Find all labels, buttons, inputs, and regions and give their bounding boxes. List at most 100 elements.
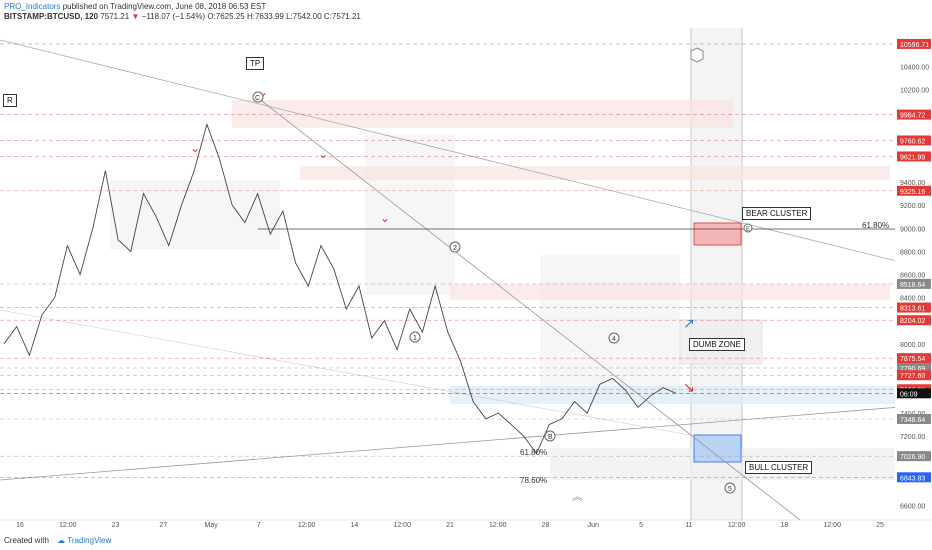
price-label-box [897,278,931,289]
bear-arrow-icon: ⌄ [190,141,200,155]
x-tick-label: Jun [588,522,599,529]
wave-e-label: E [746,227,750,233]
price-label: 7026.90 [900,454,925,461]
price-label: 8204.02 [900,318,925,325]
double-up-icon: ︽ [572,490,583,503]
tradingview-brand[interactable]: TradingView [67,536,112,545]
wave-4-label: 4 [612,336,616,343]
wave-5-marker [724,482,736,494]
price-label: 7727.60 [900,373,925,380]
x-tick-label: 5 [639,522,643,529]
zone [110,180,280,250]
zone-red-low [450,284,890,300]
y-tick-label: 9400.00 [900,180,925,187]
publish-info: published on TradingView.com, June 08, 2… [62,2,267,11]
price-label-box [897,362,931,373]
y-tick-label: 10400.00 [900,65,929,72]
open-price: O:7625.25 [207,12,245,21]
tp-label: TP [246,57,265,70]
last-price: 7571.21 [100,12,130,21]
x-tick-label: 12:00 [298,522,316,529]
price-label: 7875.54 [900,356,925,363]
price-label: 8313.61 [900,306,925,313]
price-label-box [897,135,931,146]
price-label: 06:09 [900,391,918,398]
zone [365,135,455,295]
trend-line [0,404,926,481]
trend-line [257,97,801,521]
price-change: −118.07 (−1.54%) [141,12,206,21]
level-lines [0,43,895,478]
wave-4-marker [608,332,620,344]
bull-cluster-box [693,434,742,463]
up-arrow-icon: ↗ [683,316,695,332]
wave-2-label: 2 [453,245,457,252]
wave-b-marker [544,430,556,442]
x-tick-label: 12:00 [728,522,746,529]
wave-1-label: 1 [413,335,417,342]
bear-arrow-icon: ⌄ [318,147,328,161]
bear-arrow-icon: ⌄ [380,211,390,225]
tradingview-logo-icon: ☁ [57,536,66,545]
x-tick-label: 21 [446,522,454,529]
fib-786-label: 78.60% [520,476,547,485]
zone-red-mid [300,166,890,180]
zone-blue [450,386,895,404]
price-label: 7348.64 [900,417,925,424]
down-triangle-icon: ▼ [131,12,140,21]
x-tick-label: 12:00 [823,522,841,529]
bear-cluster-box [693,222,742,246]
x-tick-label: 12:00 [489,522,507,529]
wave-c-label: C [255,95,260,102]
y-tick-label: 7200.00 [900,434,925,441]
trend-line [0,309,691,436]
x-tick-label: May [204,522,218,529]
x-tick-label: 25 [876,522,884,529]
wave-2-marker [449,241,461,253]
y-tick-label: 8600.00 [900,273,925,280]
price-label: 9984.72 [900,113,925,120]
wave-b-label: B [548,434,553,441]
y-tick-label: 8800.00 [900,249,925,256]
price-label: 9760.62 [900,138,925,145]
price-label-box [897,109,931,120]
bull-cluster-label: BULL CLUSTER [745,461,813,474]
y-tick-label: 10200.00 [900,88,929,95]
wave-markers: C 1 2 4 5 B E [252,47,753,494]
price-label: 10596.71 [900,42,929,49]
wave-5-label: 5 [728,486,732,493]
price-label-box [897,388,931,399]
symbol: BITSTAMP:BTCUSD, 120 [4,12,99,21]
y-tick-label: 9200.00 [900,203,925,210]
x-tick-label: 11 [685,522,692,529]
price-label-box [897,151,931,162]
price-label: 9325.16 [900,189,925,196]
price-label: 6843.83 [900,475,925,482]
created-with-label: Created with [4,536,49,545]
symbol-line: BITSTAMP:BTCUSD, 120 7571.21 ▼ −118.07 (… [4,12,361,21]
zone [540,255,680,395]
price-label-box [897,315,931,326]
wave-1-marker [409,331,421,343]
r-label: R [3,94,17,107]
close-price: C:7571.21 [323,12,361,21]
zone-red-top [232,100,734,128]
x-tick-label: 12:00 [59,522,77,529]
y-tick-label: 8000.00 [900,342,925,349]
low-price: L:7542.00 [286,12,322,21]
price-label-box [897,370,931,381]
price-label: 8518.64 [900,282,925,289]
dumb-zone-label: DUMB ZONE [689,338,745,351]
price-label-box [897,185,931,196]
high-price: H:7633.99 [246,12,284,21]
x-ticks: 16 12:00 23 27 May 7 12:00 14 12:00 21 12:00 28 Jun 5… [16,522,884,529]
wave-e-marker [743,223,753,233]
y-tick-label: 9000.00 [900,226,925,233]
trend-line [0,39,926,269]
price-labels: 10596.71 9984.72 9760.62 9621.99 9325.16 8518… [897,38,931,483]
author-link[interactable]: PRO_Indicators [4,2,61,11]
price-label-box [897,302,931,313]
price-label-box [897,414,931,425]
y-tick-label: 8400.00 [900,296,925,303]
price-label-box [897,38,931,49]
